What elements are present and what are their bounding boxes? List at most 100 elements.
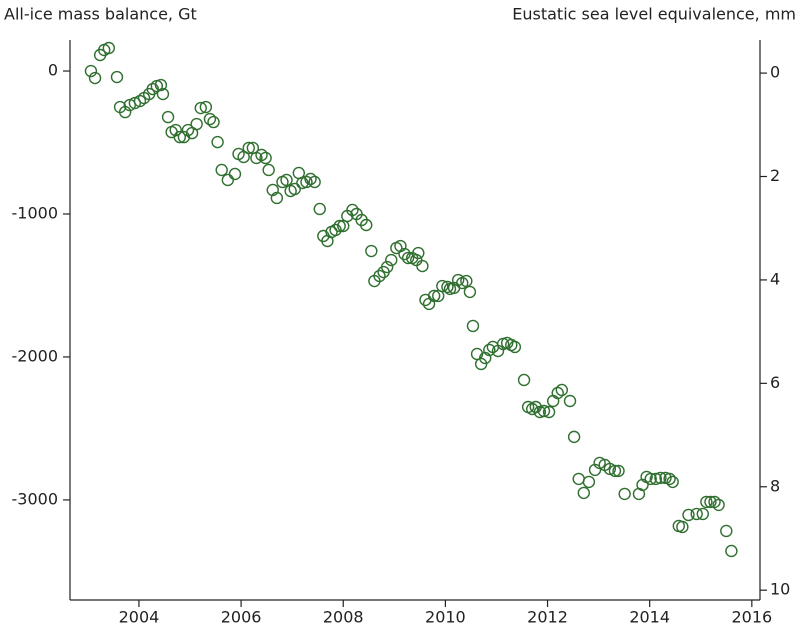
x-tick-label: 2004 [119,608,160,627]
data-point [190,117,203,131]
data-point [203,112,217,126]
data-point [280,173,293,187]
data-point [666,475,679,489]
data-point [517,373,531,387]
data-point [304,172,317,186]
data-point [479,351,492,365]
data-point [644,472,657,486]
data-point [154,78,168,92]
data-point [84,64,98,78]
data-point [720,524,733,538]
y2-tick-label: 8 [770,476,780,495]
data-point [582,475,596,489]
y2-tick-label: 10 [770,580,790,599]
x-tick-label: 2010 [425,608,466,627]
data-point [427,289,441,303]
data-point [441,280,454,294]
data-point [346,203,359,217]
data-point [266,183,279,197]
data-point [270,191,284,205]
data-point [88,71,102,85]
data-point [211,135,224,149]
y-tick-label: -2000 [12,346,59,365]
data-point [416,259,429,273]
data-point [436,279,449,293]
data-point [654,471,667,485]
data-point [262,163,275,177]
data-point [555,383,569,397]
data-point [394,239,407,253]
data-point [537,404,551,418]
data-point [373,269,386,283]
data-point [577,486,590,500]
data-point [221,173,235,187]
data-point [308,175,321,189]
data-point [156,87,170,101]
data-point [398,247,411,261]
data-point [259,151,272,165]
data-point [255,148,268,162]
data-point [161,110,175,124]
data-point [682,508,695,522]
data-point [215,163,228,177]
data-point [199,100,213,114]
data-point [696,507,709,521]
y-axis-label: All-ice mass balance, Gt [4,5,197,24]
data-point [133,94,147,108]
data-point [466,319,480,333]
data-point [636,478,649,492]
y2-tick-label: 0 [770,63,780,82]
x-tick-label: 2006 [221,608,262,627]
data-point [329,223,342,237]
data-point [725,544,738,558]
data-point [608,464,622,478]
x-tick-label: 2014 [629,608,670,627]
data-point [649,472,663,486]
data-point [228,167,242,181]
y-tick-label: -1000 [12,203,59,222]
data-point [194,101,207,115]
data-point [365,244,378,258]
data-point [102,41,116,55]
data-point [169,123,182,137]
data-point [712,498,725,512]
data-point [463,285,477,299]
data-point [663,472,676,486]
data-point [410,253,423,267]
y-tick-label: -3000 [12,489,59,508]
data-point [173,130,187,144]
data-point [110,70,124,84]
data-point [313,202,326,216]
data-point [508,340,522,354]
data-point [300,175,313,189]
x-tick-label: 2008 [323,608,364,627]
data-point [207,115,220,129]
data-point [551,386,564,400]
x-tick-label: 2012 [527,608,568,627]
data-point [704,495,717,509]
data-point [618,487,631,501]
data-point [483,343,496,357]
data-point [181,123,195,137]
data-point [385,253,398,267]
data-point [563,394,577,408]
data-point [242,141,255,155]
y2-tick-label: 6 [770,373,780,392]
y2-tick-label: 4 [770,269,780,288]
data-point [567,430,581,444]
data-point [333,219,346,233]
data-point [676,520,689,534]
data-point [542,405,556,419]
data-point [451,273,465,287]
data-point [708,495,721,509]
data-point [412,246,425,260]
y2-axis-label: Eustatic sea level equivalence, mm [512,5,796,24]
data-point [360,218,373,232]
data-point [700,495,713,509]
data-point [690,507,703,521]
y-tick-label: 0 [48,61,58,80]
data-point [460,274,473,288]
data-point [612,464,625,478]
